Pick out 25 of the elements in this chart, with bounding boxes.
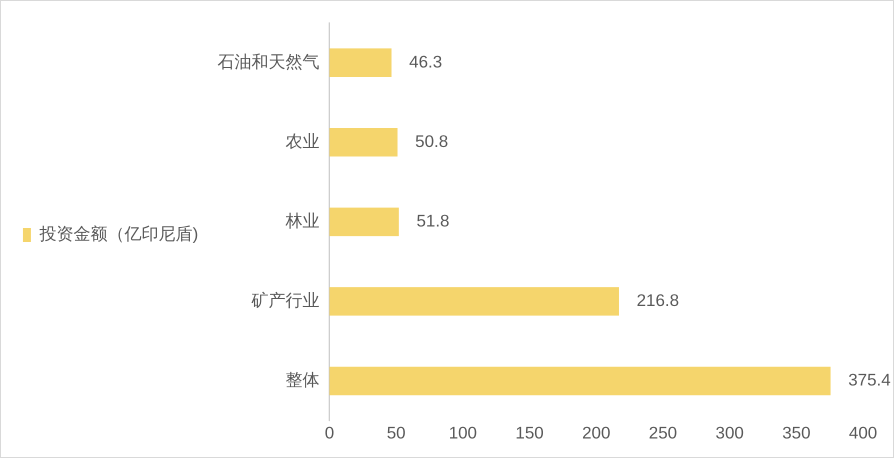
y-tick-label: 整体 (285, 370, 320, 390)
x-tick-label: 300 (716, 424, 744, 443)
y-tick-label: 矿产行业 (250, 291, 320, 310)
y-tick-label: 石油和天然气 (217, 52, 320, 72)
data-label: 216.8 (636, 291, 680, 310)
x-tick-label: 350 (782, 424, 811, 443)
x-tick-label: 400 (848, 424, 878, 443)
x-tick-label: 50 (386, 424, 406, 443)
x-tick-label: 200 (582, 424, 610, 443)
data-label: 375.4 (848, 370, 891, 390)
x-tick-label: 250 (648, 424, 678, 443)
data-label: 50.8 (415, 132, 448, 151)
y-tick-label: 林业 (284, 212, 320, 230)
x-tick-label: 0 (324, 424, 334, 443)
data-label: 51.8 (416, 212, 450, 230)
data-label: 46.3 (409, 52, 442, 72)
bar (329, 366, 831, 396)
bar (329, 128, 398, 157)
bar (329, 208, 399, 236)
x-tick-label: 100 (448, 424, 477, 443)
x-tick-label: 150 (515, 424, 544, 443)
bar (329, 287, 619, 316)
bar (329, 48, 392, 77)
legend-label: 投资金额（亿印尼盾) (38, 224, 198, 244)
y-tick-label: 农业 (285, 132, 320, 151)
